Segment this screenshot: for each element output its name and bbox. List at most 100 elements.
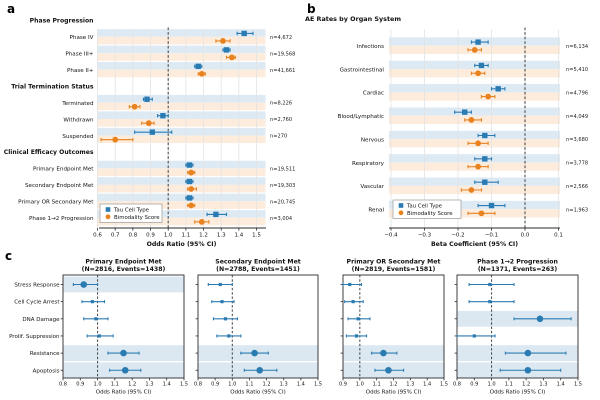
x-tick-label: 0.9 bbox=[211, 381, 219, 387]
x-tick-label: 1.4 bbox=[163, 381, 171, 387]
bimodality-marker bbox=[188, 202, 195, 209]
or-marker-significant bbox=[380, 349, 387, 357]
row-label: Phase 1→2 Progression bbox=[29, 216, 94, 222]
x-tick-label: 1.0 bbox=[94, 381, 102, 387]
y-tick-label: Stress Response bbox=[14, 283, 60, 289]
bimodality-marker bbox=[475, 163, 481, 170]
x-axis-title: Odds Ratio (95% CI) bbox=[230, 389, 286, 395]
or-marker bbox=[94, 317, 98, 321]
row-band-tau bbox=[389, 107, 560, 116]
tau-marker bbox=[149, 129, 155, 135]
bimodality-marker bbox=[475, 70, 481, 77]
bimodality-marker bbox=[468, 187, 475, 193]
n-label: n=3,778 bbox=[566, 161, 588, 167]
n-label: n=20,745 bbox=[270, 199, 295, 205]
x-tick-label: 1.4 bbox=[235, 233, 244, 239]
y-tick-label: Prolif. Suppression bbox=[9, 334, 60, 340]
row-band-tau bbox=[97, 127, 266, 136]
row-band-bimodality bbox=[97, 36, 266, 45]
tau-marker bbox=[241, 30, 247, 37]
row-band-bimodality bbox=[389, 92, 560, 101]
row-band-bimodality bbox=[97, 201, 266, 209]
tau-marker bbox=[160, 113, 166, 119]
n-label: n=2,760 bbox=[270, 117, 292, 123]
or-marker bbox=[488, 300, 492, 304]
or-marker-significant bbox=[536, 315, 544, 323]
row-label: Gastrointestinal bbox=[340, 67, 385, 73]
bimodality-marker bbox=[471, 47, 478, 53]
tau-marker bbox=[482, 156, 488, 162]
or-marker bbox=[488, 282, 492, 287]
x-tick-label: 1.3 bbox=[539, 381, 547, 387]
n-label: n=19,511 bbox=[270, 166, 295, 172]
x-tick-label: 1.5 bbox=[314, 381, 322, 387]
n-label: n=6,134 bbox=[566, 44, 588, 50]
panel-b: AE Rates by Organ System Infections n=6,13… bbox=[305, 15, 588, 248]
subplot-4: 0.8 0.9 1.0 1.1 1.2 1.3 1.4 1.5 Phase 1→2 Progre… bbox=[453, 259, 582, 396]
section-header: Phase Progression bbox=[30, 18, 94, 25]
row-label: Blood/Lymphatic bbox=[338, 114, 384, 120]
or-marker-significant bbox=[251, 349, 258, 357]
panel-c-letter: c bbox=[5, 249, 13, 263]
tau-marker bbox=[186, 178, 193, 185]
plot-frame bbox=[456, 274, 579, 379]
x-tick-label: 0.0 bbox=[521, 233, 530, 239]
or-marker-significant bbox=[385, 366, 392, 374]
row-band-tau bbox=[389, 130, 560, 140]
bimodality-marker bbox=[468, 117, 475, 123]
subplot-title: Phase 1→2 Progression bbox=[477, 259, 558, 266]
tau-marker bbox=[186, 162, 193, 168]
subplot-subtitle: (N=2819, Events=1581) bbox=[352, 266, 436, 273]
tau-marker bbox=[482, 132, 488, 139]
row-label: Infections bbox=[357, 44, 384, 50]
plot-frame bbox=[62, 274, 185, 379]
row-label: Suspended bbox=[62, 134, 94, 140]
x-tick-label: 1.1 bbox=[181, 233, 190, 239]
bimodality-marker bbox=[198, 219, 205, 225]
or-marker bbox=[223, 317, 228, 321]
row-band-bimodality bbox=[97, 69, 266, 78]
row-label: Secondary Endpoint Met bbox=[25, 183, 94, 189]
x-tick-label: −0.2 bbox=[451, 233, 464, 239]
x-tick-label: 0.6 bbox=[93, 233, 102, 239]
row-band-tau bbox=[97, 210, 266, 218]
tau-marker bbox=[144, 96, 150, 102]
x-tick-label: 1.0 bbox=[356, 381, 364, 387]
bimodality-marker bbox=[112, 136, 119, 143]
x-axis-title: Odds Ratio (95% CI) bbox=[96, 389, 152, 395]
n-label: n=5,410 bbox=[566, 67, 588, 73]
tau-marker bbox=[223, 47, 230, 53]
x-tick-label: 1.0 bbox=[488, 381, 496, 387]
or-marker bbox=[354, 334, 359, 338]
x-tick-label: −0.1 bbox=[485, 233, 498, 239]
or-marker bbox=[351, 300, 355, 304]
x-tick-label: 1.2 bbox=[389, 381, 397, 387]
row-band-tau bbox=[97, 193, 266, 202]
bimodality-marker bbox=[198, 70, 205, 77]
legend-box bbox=[99, 203, 163, 223]
legend-bimodality-marker bbox=[398, 210, 404, 216]
n-label: n=270 bbox=[270, 134, 287, 140]
row-label: Renal bbox=[368, 207, 384, 213]
legend-box bbox=[392, 199, 462, 219]
n-label: n=3,004 bbox=[270, 216, 292, 222]
row-label: Phase III+ bbox=[65, 52, 93, 58]
row-label: Respiratory bbox=[352, 161, 385, 167]
x-tick-label: 0.9 bbox=[76, 381, 84, 387]
x-axis-title: Odds Ratio (95% CI) bbox=[366, 389, 422, 395]
n-label: n=1,963 bbox=[566, 207, 588, 213]
or-marker bbox=[348, 282, 352, 287]
x-tick-label: 1.0 bbox=[164, 233, 173, 239]
y-tick-label: Resistance bbox=[30, 351, 60, 357]
tau-marker bbox=[195, 63, 201, 70]
or-marker bbox=[356, 317, 360, 321]
bimodality-marker bbox=[228, 54, 235, 61]
or-marker bbox=[472, 334, 476, 338]
x-tick-label: 1.2 bbox=[128, 381, 136, 387]
legend-label: Tau Cell Type bbox=[113, 208, 150, 214]
row-band-bimodality bbox=[97, 184, 266, 193]
row-band-tau bbox=[389, 200, 560, 210]
n-label: n=41,661 bbox=[270, 68, 295, 74]
